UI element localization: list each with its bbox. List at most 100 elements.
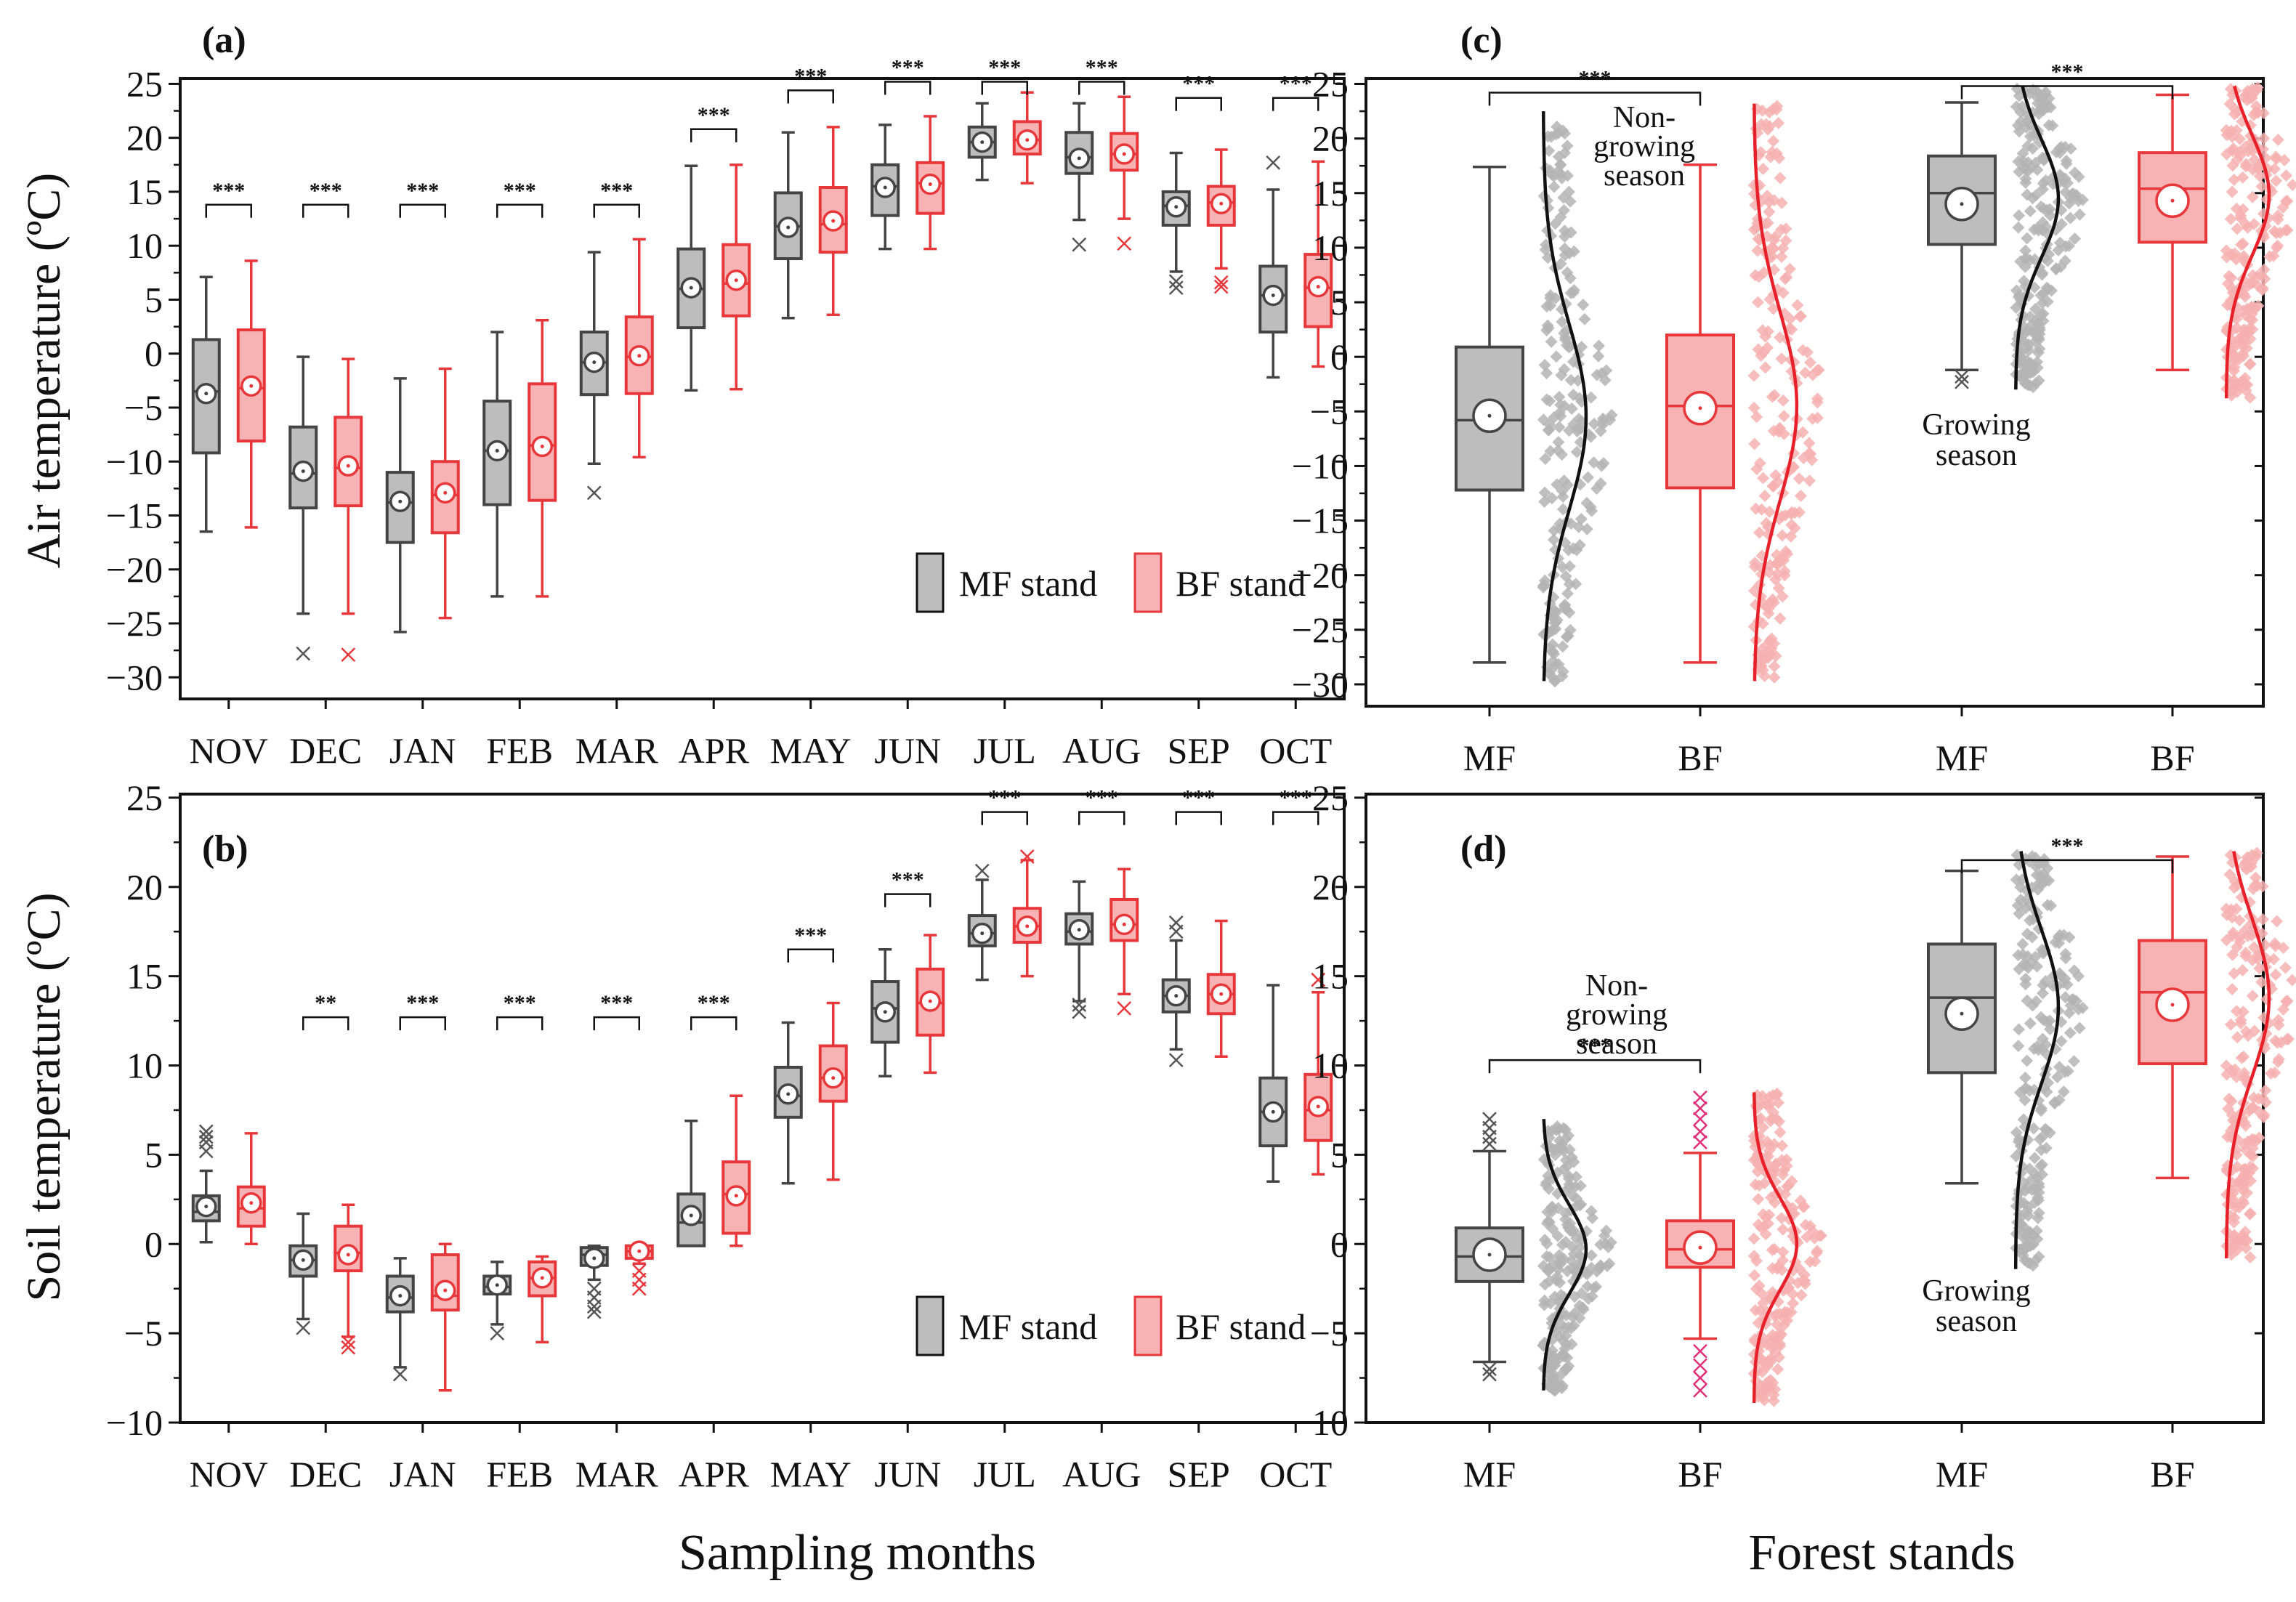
outlier-marker — [1072, 237, 1087, 252]
x-tick-label-aug: AUG — [1062, 1454, 1141, 1494]
distribution-point — [1776, 529, 1789, 542]
distribution-point — [2224, 1018, 2237, 1031]
plot-frame — [1365, 793, 2265, 1424]
distribution-point — [1537, 413, 1550, 426]
distribution-point — [1561, 631, 1574, 644]
distribution-point — [1539, 1278, 1551, 1291]
panel-label: (c) — [1460, 20, 1503, 61]
box-mf-growing — [1927, 101, 1997, 389]
mean-dot — [1025, 138, 1030, 142]
distribution-point — [2063, 931, 2076, 944]
distribution-point — [2032, 1250, 2045, 1263]
box-bf-growing — [2138, 93, 2207, 371]
distribution-point — [1562, 1172, 1575, 1185]
y-tick-label: −15 — [1292, 501, 1349, 541]
distribution-point — [2230, 902, 2243, 915]
distribution-point — [1767, 596, 1780, 610]
significance-stars: *** — [504, 991, 536, 1015]
distribution-point — [1548, 674, 1561, 687]
outlier-stroke — [1482, 1362, 1497, 1377]
outlier-stroke — [341, 1335, 356, 1350]
distribution-point — [1554, 410, 1567, 423]
x-tick-label-mf: MF — [1936, 737, 1988, 778]
mean-dot — [831, 1076, 836, 1080]
distribution-point — [2220, 908, 2234, 921]
box-bf-jul — [1012, 849, 1042, 978]
distribution-point — [1752, 1193, 1765, 1205]
significance-stars: ** — [315, 991, 336, 1015]
distribution-point — [2242, 1029, 2255, 1043]
distribution-point — [1762, 1150, 1775, 1163]
distribution-point — [1553, 390, 1566, 403]
distribution-point — [1538, 486, 1551, 499]
plot-frame — [1365, 77, 2265, 708]
mean-dot — [398, 1294, 403, 1298]
distribution-point — [2228, 875, 2242, 888]
mean-dot — [831, 219, 836, 223]
x-tick-label-may: MAY — [770, 730, 852, 771]
box-mf-jul — [967, 102, 997, 182]
distribution-point — [1770, 1112, 1783, 1125]
legend-swatch-bf — [1133, 552, 1163, 613]
distribution-point — [1553, 421, 1566, 434]
y-tick-label: −30 — [1292, 664, 1349, 705]
distribution-point — [2239, 1070, 2252, 1083]
x-tick-label-jul: JUL — [974, 730, 1036, 771]
box-mf-feb — [482, 331, 512, 598]
mean-dot — [2170, 198, 2175, 203]
outlier-stroke — [1266, 155, 1281, 170]
distribution-point — [1811, 396, 1824, 409]
y-tick-label: 15 — [1312, 956, 1349, 997]
box-bf-nov — [236, 1132, 266, 1246]
distribution-point — [1776, 1168, 1790, 1181]
distribution-point — [1573, 1299, 1586, 1312]
distribution-point — [2036, 1032, 2049, 1045]
y-tick-label: −5 — [124, 1313, 163, 1354]
distribution-point — [1755, 1388, 1768, 1401]
x-tick-label-jun: JUN — [874, 730, 941, 771]
distribution-point — [1582, 471, 1595, 484]
significance-stars: *** — [1086, 786, 1118, 810]
y-tick-label: 10 — [1312, 1045, 1349, 1086]
distribution-point — [2028, 1152, 2041, 1165]
box-bf-sep — [1206, 148, 1236, 294]
outlier-marker — [1213, 275, 1229, 290]
distribution-point — [1573, 1311, 1586, 1324]
distribution-point — [1774, 171, 1787, 185]
significance-stars: *** — [988, 786, 1021, 810]
mean-dot — [1077, 156, 1081, 161]
panel-b-soil-temperature-monthly: −10 −5 0 5 10 15 20 25 NOV DEC JAN FEB MAR APR MAY JUN J… — [106, 777, 1346, 1494]
distribution-point — [2021, 1205, 2034, 1218]
box-bf-nongrowing — [1665, 1090, 1735, 1398]
outlier-stroke — [1693, 1090, 1707, 1105]
significance-bracket — [496, 1016, 543, 1031]
distribution-point — [2267, 952, 2280, 966]
season-label-growing-1: Growing — [1922, 1274, 2030, 1308]
distribution-cloud-0 — [1537, 120, 1618, 687]
distribution-point — [1797, 1200, 1810, 1213]
distribution-point — [1771, 558, 1784, 571]
distribution-point — [1768, 1309, 1781, 1322]
distribution-point — [2018, 1071, 2032, 1084]
distribution-point — [1559, 1330, 1572, 1343]
box-mf-nongrowing — [1455, 165, 1524, 664]
distribution-point — [2226, 948, 2239, 961]
y-tick-label: 5 — [1330, 1134, 1349, 1175]
mean-dot — [1077, 928, 1081, 932]
distribution-point — [1766, 1244, 1779, 1256]
significance-bracket — [1272, 811, 1319, 825]
distribution-point — [2059, 991, 2072, 1004]
distribution-point — [1556, 503, 1569, 516]
box-mf-aug — [1064, 102, 1094, 252]
distribution-point — [2057, 1085, 2070, 1099]
mean-dot — [249, 384, 254, 388]
distribution-point — [2021, 927, 2034, 940]
outlier-marker — [1693, 1101, 1707, 1116]
legend-label-bf: BF stand — [1176, 1306, 1306, 1347]
x-tick-label-mf: MF — [1936, 1454, 1988, 1494]
box-mf-nov — [191, 275, 221, 533]
panel-label: (d) — [1460, 828, 1507, 870]
distribution-point — [2031, 960, 2044, 973]
distribution-point — [1593, 339, 1605, 352]
x-tick-label-apr: APR — [679, 730, 750, 771]
